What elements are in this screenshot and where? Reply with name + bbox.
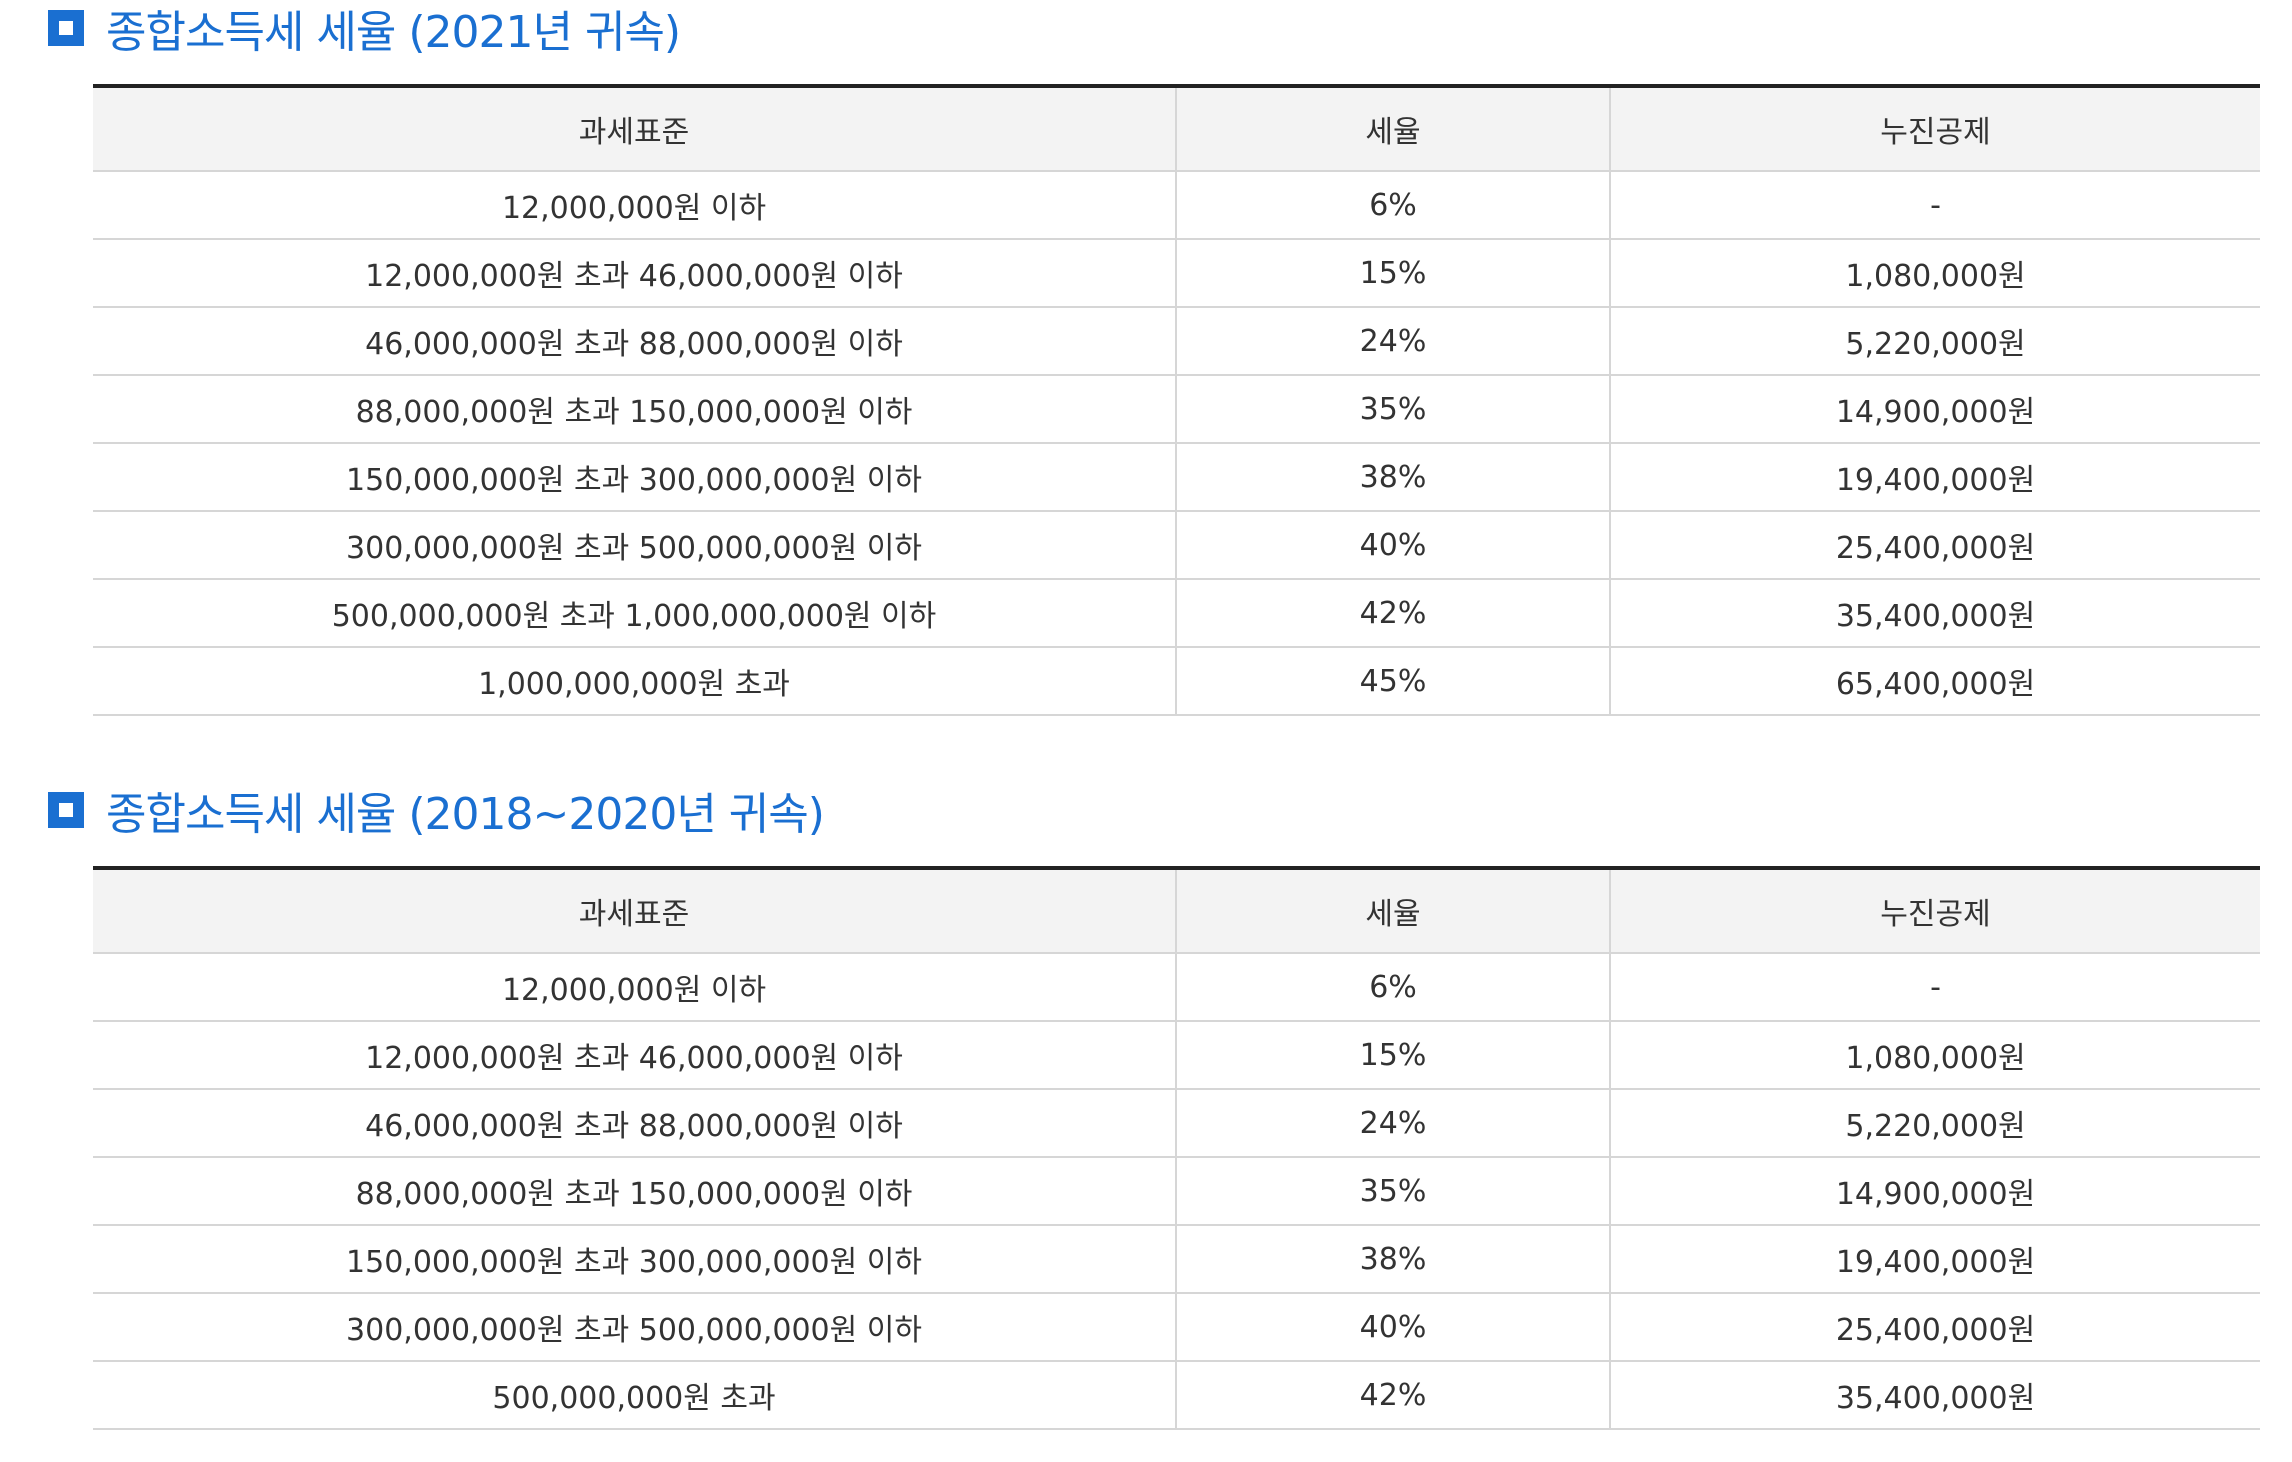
table-row: 300,000,000원 초과 500,000,000원 이하 40% 25,4… — [93, 1293, 2260, 1362]
section-heading: 종합소득세 세율 (2018~2020년 귀속) — [48, 782, 825, 840]
table-row: 500,000,000원 초과 1,000,000,000원 이하 42% 35… — [93, 579, 2260, 648]
deduction-cell: 19,400,000원 — [1609, 443, 2260, 512]
deduction-cell: 14,900,000원 — [1609, 375, 2260, 444]
table-row: 88,000,000원 초과 150,000,000원 이하 35% 14,90… — [93, 1157, 2260, 1226]
rate-cell: 6% — [1175, 953, 1610, 1022]
column-header-rate: 세율 — [1175, 86, 1610, 172]
deduction-cell: 35,400,000원 — [1609, 579, 2260, 648]
bracket-cell: 12,000,000원 초과 46,000,000원 이하 — [93, 239, 1176, 308]
table-row: 150,000,000원 초과 300,000,000원 이하 38% 19,4… — [93, 443, 2260, 512]
deduction-cell: 35,400,000원 — [1609, 1361, 2260, 1430]
deduction-cell: 25,400,000원 — [1609, 1293, 2260, 1362]
table-row: 46,000,000원 초과 88,000,000원 이하 24% 5,220,… — [93, 1089, 2260, 1158]
rate-cell: 40% — [1175, 511, 1610, 580]
table-row: 150,000,000원 초과 300,000,000원 이하 38% 19,4… — [93, 1225, 2260, 1294]
table-row: 88,000,000원 초과 150,000,000원 이하 35% 14,90… — [93, 375, 2260, 444]
bracket-cell: 500,000,000원 초과 — [93, 1361, 1176, 1430]
bracket-cell: 12,000,000원 초과 46,000,000원 이하 — [93, 1021, 1176, 1090]
deduction-cell: 1,080,000원 — [1609, 239, 2260, 308]
rate-cell: 24% — [1175, 307, 1610, 376]
bracket-cell: 88,000,000원 초과 150,000,000원 이하 — [93, 1157, 1176, 1226]
table-row: 46,000,000원 초과 88,000,000원 이하 24% 5,220,… — [93, 307, 2260, 376]
column-header-deduction: 누진공제 — [1609, 868, 2260, 954]
deduction-cell: 14,900,000원 — [1609, 1157, 2260, 1226]
rate-cell: 24% — [1175, 1089, 1610, 1158]
table-row: 12,000,000원 이하 6% - — [93, 953, 2260, 1022]
rate-cell: 38% — [1175, 1225, 1610, 1294]
rate-cell: 15% — [1175, 239, 1610, 308]
deduction-cell: - — [1609, 953, 2260, 1022]
table-row: 12,000,000원 초과 46,000,000원 이하 15% 1,080,… — [93, 1021, 2260, 1090]
square-bullet-icon — [48, 792, 84, 828]
bracket-cell: 46,000,000원 초과 88,000,000원 이하 — [93, 1089, 1176, 1158]
column-header-deduction: 누진공제 — [1609, 86, 2260, 172]
rate-cell: 40% — [1175, 1293, 1610, 1362]
rate-cell: 35% — [1175, 375, 1610, 444]
section-title: 종합소득세 세율 (2018~2020년 귀속) — [106, 789, 825, 840]
deduction-cell: 19,400,000원 — [1609, 1225, 2260, 1294]
bracket-cell: 46,000,000원 초과 88,000,000원 이하 — [93, 307, 1176, 376]
table-row: 300,000,000원 초과 500,000,000원 이하 40% 25,4… — [93, 511, 2260, 580]
rate-cell: 6% — [1175, 171, 1610, 240]
column-header-rate: 세율 — [1175, 868, 1610, 954]
bracket-cell: 88,000,000원 초과 150,000,000원 이하 — [93, 375, 1176, 444]
tax-rate-table: 과세표준 세율 누진공제 12,000,000원 이하 6% - 12,000,… — [93, 84, 2260, 716]
rate-cell: 35% — [1175, 1157, 1610, 1226]
bracket-cell: 12,000,000원 이하 — [93, 171, 1176, 240]
deduction-cell: 25,400,000원 — [1609, 511, 2260, 580]
bracket-cell: 12,000,000원 이하 — [93, 953, 1176, 1022]
rate-cell: 42% — [1175, 1361, 1610, 1430]
section-heading: 종합소득세 세율 (2021년 귀속) — [48, 0, 681, 58]
tax-rate-table: 과세표준 세율 누진공제 12,000,000원 이하 6% - 12,000,… — [93, 866, 2260, 1430]
bracket-cell: 150,000,000원 초과 300,000,000원 이하 — [93, 1225, 1176, 1294]
rate-cell: 15% — [1175, 1021, 1610, 1090]
table-row: 12,000,000원 초과 46,000,000원 이하 15% 1,080,… — [93, 239, 2260, 308]
bracket-cell: 1,000,000,000원 초과 — [93, 647, 1176, 716]
table-row: 500,000,000원 초과 42% 35,400,000원 — [93, 1361, 2260, 1430]
deduction-cell: 5,220,000원 — [1609, 1089, 2260, 1158]
rate-cell: 45% — [1175, 647, 1610, 716]
deduction-cell: 1,080,000원 — [1609, 1021, 2260, 1090]
bracket-cell: 150,000,000원 초과 300,000,000원 이하 — [93, 443, 1176, 512]
deduction-cell: 5,220,000원 — [1609, 307, 2260, 376]
square-bullet-icon — [48, 10, 84, 46]
section-title: 종합소득세 세율 (2021년 귀속) — [106, 7, 681, 58]
deduction-cell: 65,400,000원 — [1609, 647, 2260, 716]
column-header-bracket: 과세표준 — [93, 86, 1176, 172]
table-row: 12,000,000원 이하 6% - — [93, 171, 2260, 240]
table-row: 1,000,000,000원 초과 45% 65,400,000원 — [93, 647, 2260, 716]
bracket-cell: 500,000,000원 초과 1,000,000,000원 이하 — [93, 579, 1176, 648]
table-header-row: 과세표준 세율 누진공제 — [93, 86, 2260, 172]
rate-cell: 38% — [1175, 443, 1610, 512]
column-header-bracket: 과세표준 — [93, 868, 1176, 954]
bracket-cell: 300,000,000원 초과 500,000,000원 이하 — [93, 1293, 1176, 1362]
deduction-cell: - — [1609, 171, 2260, 240]
table-header-row: 과세표준 세율 누진공제 — [93, 868, 2260, 954]
bracket-cell: 300,000,000원 초과 500,000,000원 이하 — [93, 511, 1176, 580]
rate-cell: 42% — [1175, 579, 1610, 648]
